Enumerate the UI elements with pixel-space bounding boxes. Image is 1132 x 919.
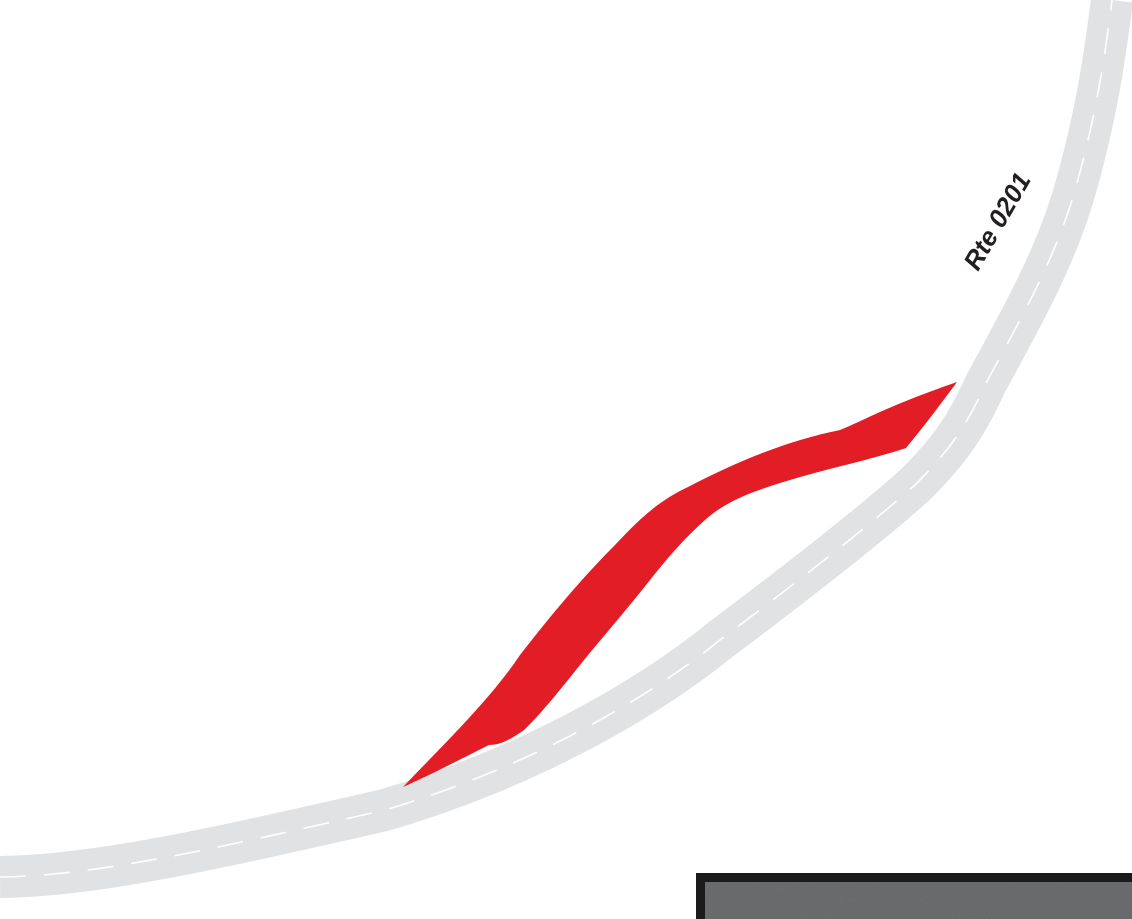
road-label: Rte 0201 [957,167,1036,275]
photo-inset [696,873,1132,919]
road-rte-0201 [0,0,1132,898]
road-centerline [0,0,1112,877]
proposed-route [403,382,957,787]
